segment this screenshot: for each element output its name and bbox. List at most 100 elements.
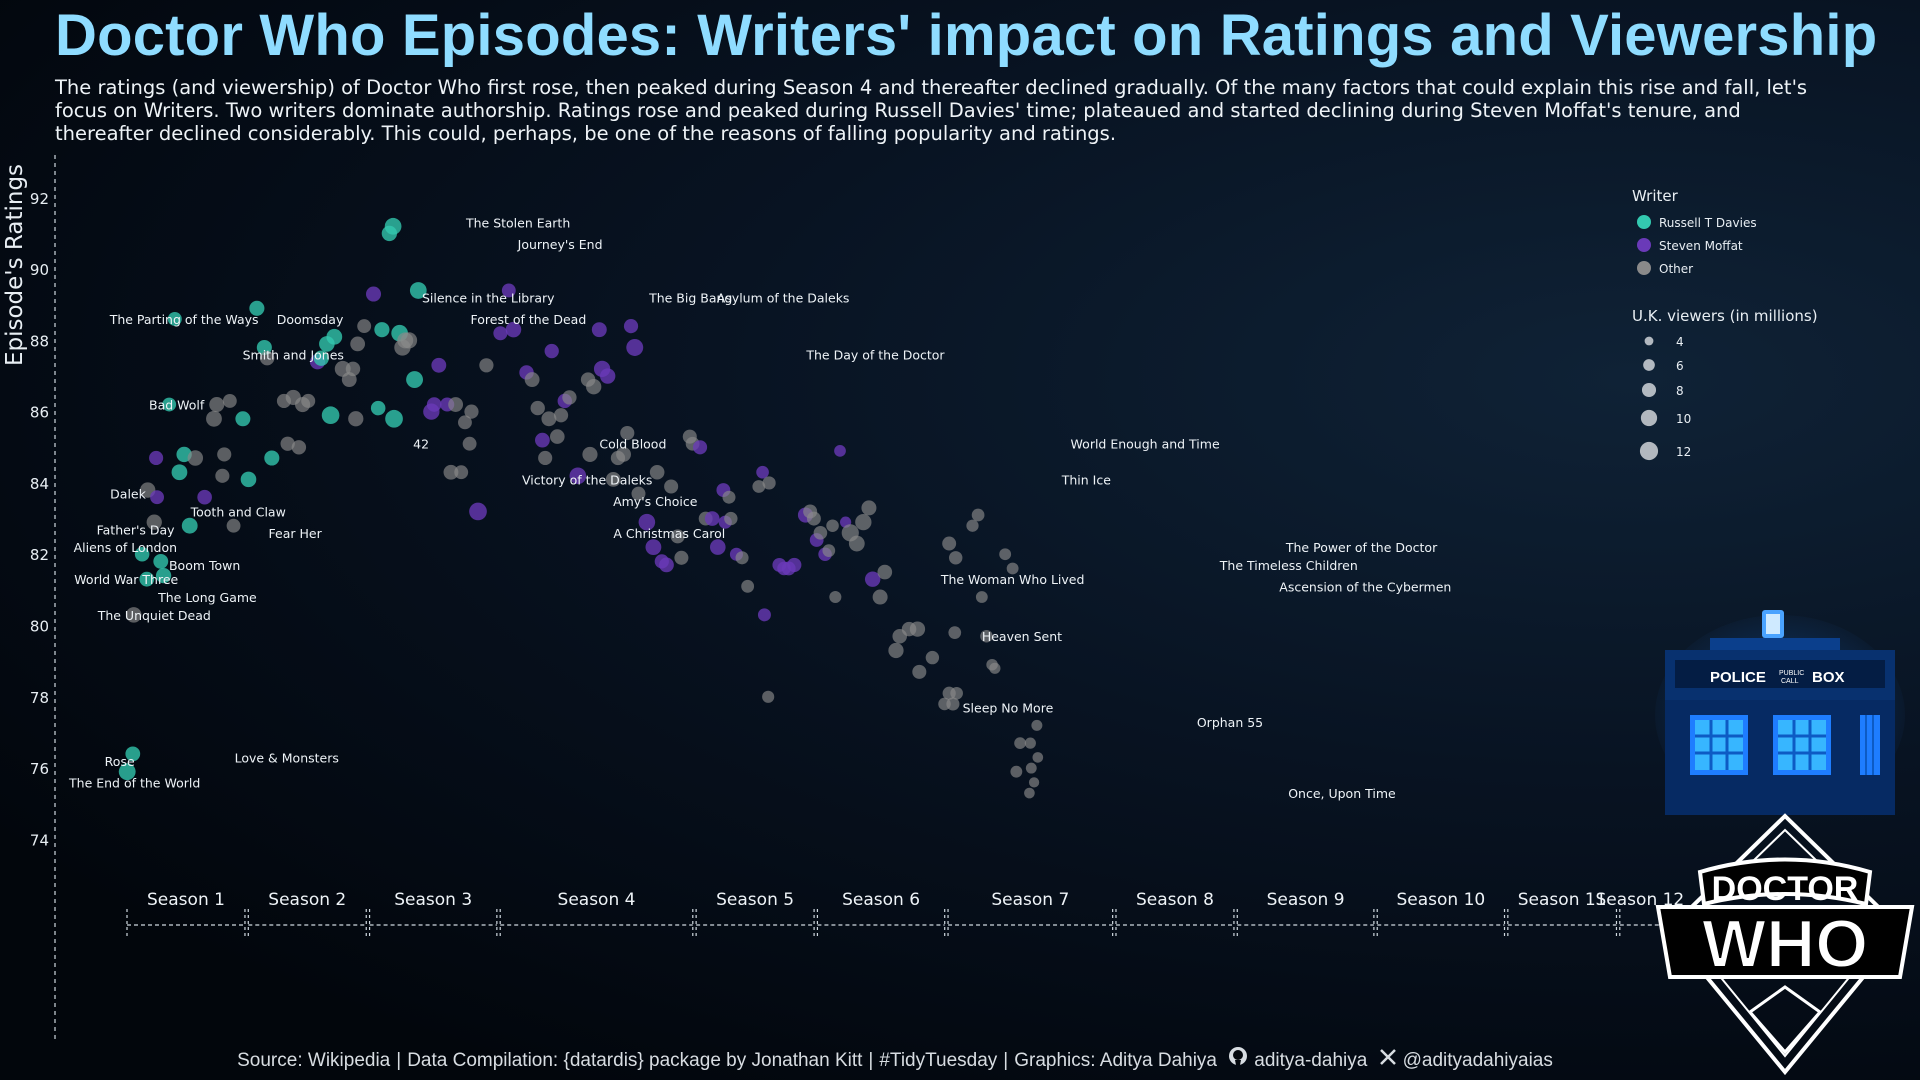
episode-label: Sleep No More	[963, 701, 1054, 716]
episode-point	[479, 358, 494, 373]
season-label: Season 4	[558, 890, 636, 910]
episode-point	[406, 371, 423, 388]
caption-separator: |	[1003, 1049, 1009, 1071]
episode-point	[249, 300, 265, 316]
episode-point	[350, 336, 366, 352]
doctor-who-logo: DOCTOR WHO	[1655, 813, 1915, 1076]
episode-label: Orphan 55	[1197, 715, 1263, 730]
chart-title: Doctor Who Episodes: Writers' impact on …	[55, 3, 1878, 68]
episode-point	[1032, 752, 1044, 763]
episode-point	[357, 319, 372, 334]
episode-point	[806, 511, 821, 526]
episode-point	[722, 490, 736, 504]
y-tick-label: 86	[30, 404, 49, 422]
episode-point	[469, 502, 487, 521]
episode-point	[942, 536, 957, 551]
episode-point	[431, 357, 447, 373]
episode-point	[550, 429, 565, 444]
episode-point	[664, 479, 679, 494]
episode-point	[638, 513, 656, 531]
caption-graphics: Graphics: Aditya Dahiya	[1014, 1049, 1217, 1071]
episode-point	[888, 642, 904, 659]
logo-who-text: WHO	[1702, 906, 1868, 982]
episode-point	[645, 539, 662, 556]
episode-label: Cold Blood	[599, 437, 666, 452]
episode-label: Fear Her	[269, 526, 323, 541]
episode-point	[181, 517, 198, 534]
size-legend-label: 6	[1676, 359, 1684, 373]
episode-point	[348, 411, 364, 427]
episode-label: Once, Upon Time	[1288, 786, 1396, 801]
episode-label: The Timeless Children	[1219, 558, 1358, 573]
season-label: Season 5	[716, 890, 794, 910]
season-label: Season 10	[1396, 890, 1485, 910]
episode-point	[162, 397, 177, 412]
episode-label: Silence in the Library	[422, 291, 555, 306]
episode-label: Thin Ice	[1061, 472, 1111, 487]
episode-point	[605, 471, 621, 487]
episode-point	[623, 318, 639, 334]
episode-point	[1031, 719, 1043, 731]
episode-point	[704, 511, 720, 526]
episode-point	[980, 629, 993, 643]
episode-point	[187, 450, 204, 466]
caption-separator: |	[868, 1049, 874, 1071]
episode-point	[139, 571, 155, 587]
y-tick-label: 90	[30, 261, 49, 279]
episode-label: Aliens of London	[74, 540, 177, 555]
episode-point	[950, 686, 963, 700]
episode-labels: Rose The End of the World The Unquiet Dead…	[68, 216, 1451, 801]
episode-point	[861, 500, 877, 516]
size-legend-circle	[1641, 382, 1657, 398]
episode-label: The Parting of the Ways	[109, 312, 259, 327]
episode-label: 42	[413, 437, 429, 452]
episode-point	[125, 607, 142, 623]
episode-point	[240, 471, 257, 488]
season-label: Season 8	[1136, 890, 1214, 910]
y-tick-label: 92	[30, 190, 49, 208]
episode-point	[149, 450, 164, 466]
episode-point	[948, 626, 962, 640]
episode-label: Journey's End	[517, 237, 603, 252]
episode-point	[365, 286, 382, 302]
episode-point	[409, 282, 427, 299]
episode-point	[462, 436, 477, 451]
episode-label: The Day of the Doctor	[805, 348, 945, 363]
size-legend-label: 8	[1676, 384, 1684, 398]
episode-point	[226, 518, 241, 533]
episode-point	[538, 450, 553, 466]
season-label: Season 3	[394, 890, 472, 910]
episode-point	[989, 662, 1001, 674]
episode-label: The Unquiet Dead	[97, 608, 211, 623]
episode-point	[454, 465, 469, 480]
episode-point	[971, 508, 985, 522]
x-twitter-icon[interactable]	[1379, 1048, 1397, 1066]
episode-label: The Stolen Earth	[465, 216, 570, 231]
episode-point	[912, 664, 927, 679]
episode-point	[757, 608, 771, 622]
episode-label: Forest of the Dead	[471, 312, 587, 327]
episode-point	[385, 409, 403, 428]
y-axis: Episode's Ratings 74 76 78 80 82 84 86 88 90 92	[2, 155, 56, 1040]
y-tick-label: 82	[30, 546, 49, 564]
github-icon[interactable]	[1228, 1046, 1248, 1066]
episode-label: The End of the World	[68, 775, 200, 790]
episode-point	[301, 393, 316, 408]
episode-point	[134, 546, 150, 562]
episode-label: The Long Game	[157, 590, 257, 605]
episode-point	[1024, 787, 1035, 799]
twitter-handle[interactable]: @adityadahiyaias	[1402, 1049, 1553, 1071]
episode-point	[458, 415, 472, 430]
episode-label: Tooth and Claw	[190, 504, 286, 519]
tardis-box-text: BOX	[1812, 669, 1845, 686]
episode-point	[620, 425, 635, 441]
episode-point	[582, 446, 598, 463]
y-tick-label: 74	[30, 831, 49, 849]
episode-point	[966, 519, 979, 532]
github-handle[interactable]: aditya-dahiya	[1254, 1049, 1368, 1071]
episode-point	[280, 436, 295, 451]
y-tick-label: 80	[30, 618, 49, 636]
legend-label: Steven Moffat	[1659, 239, 1743, 253]
episode-label: The Big Bang	[648, 291, 732, 306]
season-label: Season 2	[268, 890, 346, 910]
